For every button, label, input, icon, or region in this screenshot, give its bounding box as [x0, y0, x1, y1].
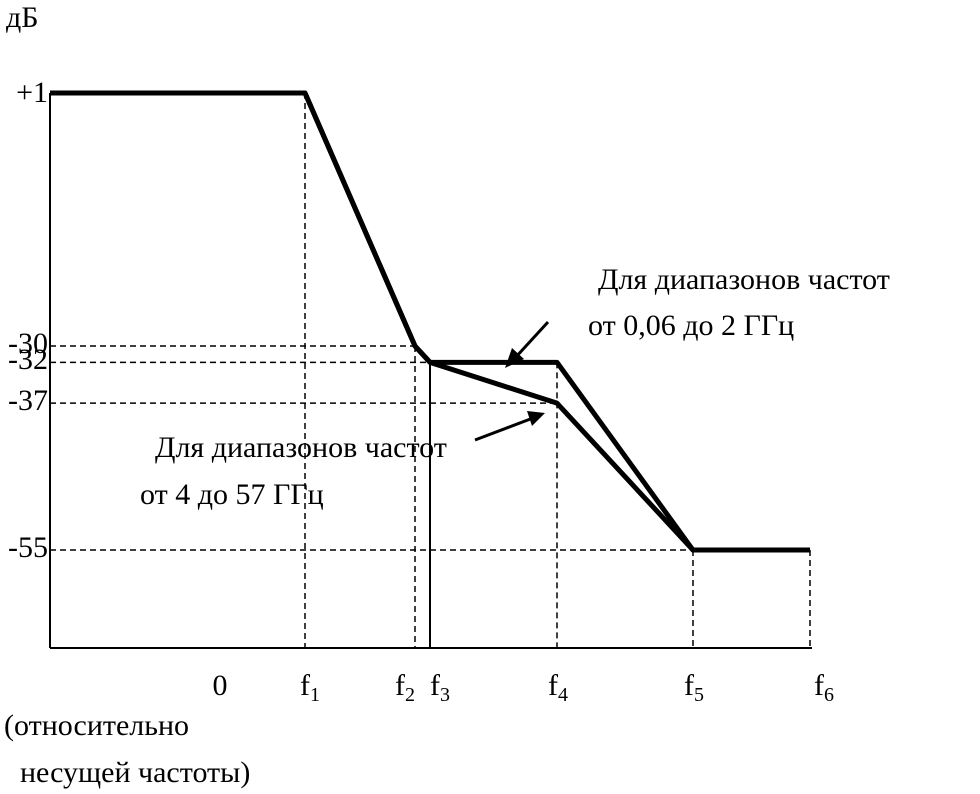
x-tick-label: f1: [300, 669, 320, 706]
y-tick-label: -55: [8, 531, 48, 564]
annotation: (относительно: [4, 709, 189, 742]
x-tick-label: f6: [814, 669, 834, 706]
y-tick-label: -37: [8, 384, 48, 417]
annotation: от 4 до 57 ГГц: [140, 478, 324, 511]
annotation: Для диапазонов частот: [155, 431, 447, 464]
series-line: [50, 90, 810, 553]
annotation: несущей частоты): [20, 756, 250, 789]
x-tick-label: 0: [213, 669, 228, 702]
annotation: Для диапазонов частот: [598, 263, 890, 296]
x-tick-label: f2: [395, 669, 415, 706]
y-tick-label: -30: [8, 327, 48, 360]
x-tick-label: f4: [548, 669, 568, 706]
y-tick-label: -32: [8, 343, 48, 376]
y-axis-label: дБ: [6, 1, 39, 34]
annotation: от 0,06 до 2 ГГц: [588, 309, 794, 342]
x-tick-label: f5: [684, 669, 704, 706]
x-tick-label: f3: [430, 669, 450, 706]
y-tick-label: +1: [16, 76, 48, 109]
